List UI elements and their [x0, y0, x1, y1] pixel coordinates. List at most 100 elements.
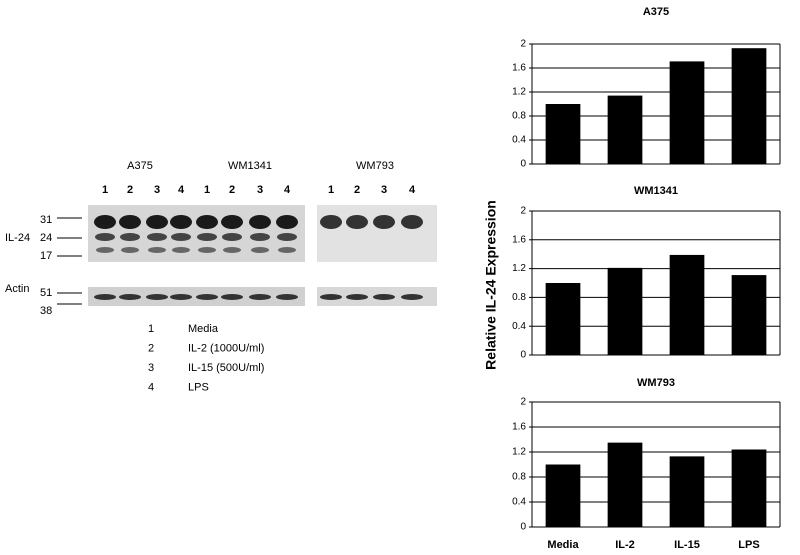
blot-panel	[317, 205, 437, 262]
lane-number: 2	[229, 184, 235, 196]
bar	[669, 61, 705, 164]
lane-number: 3	[154, 184, 160, 196]
band	[320, 294, 342, 300]
band	[119, 294, 141, 300]
bar	[545, 104, 581, 164]
y-tick-label: 0.4	[512, 135, 526, 146]
x-tick-label: IL-15	[674, 539, 700, 551]
legend-number: 4	[148, 381, 154, 393]
y-tick-label: 2	[520, 39, 526, 50]
marker-label: 17	[40, 250, 52, 262]
marker-label: 31	[40, 214, 52, 226]
y-tick-label: 0.4	[512, 497, 526, 508]
y-tick-label: 0.8	[512, 111, 526, 122]
x-tick-label: LPS	[738, 539, 759, 551]
lane-number: 3	[257, 184, 263, 196]
chart-title: A375	[643, 6, 669, 18]
band	[401, 215, 423, 229]
y-tick-label: 2	[520, 397, 526, 408]
band	[249, 215, 271, 229]
chart-title: WM1341	[634, 185, 678, 197]
band	[250, 233, 270, 241]
y-tick-label: 2	[520, 206, 526, 217]
x-tick-label: Media	[547, 539, 579, 551]
band	[276, 294, 298, 300]
lane-number: 2	[127, 184, 133, 196]
legend-label: IL-2 (1000U/ml)	[188, 342, 264, 354]
band	[251, 247, 269, 253]
band	[222, 233, 242, 241]
y-axis-label: Relative IL-24 Expression	[483, 200, 499, 370]
lane-number: 1	[204, 184, 210, 196]
bar	[545, 283, 581, 355]
band	[121, 247, 139, 253]
band	[276, 215, 298, 229]
y-tick-label: 0.8	[512, 472, 526, 483]
bar	[669, 456, 705, 527]
marker-label: 24	[40, 232, 52, 244]
band	[221, 215, 243, 229]
y-tick-label: 1.6	[512, 422, 526, 433]
band	[95, 233, 115, 241]
lane-number: 4	[409, 184, 416, 196]
band	[346, 215, 368, 229]
legend-number: 3	[148, 362, 154, 374]
blot-panel	[88, 205, 305, 262]
bar	[731, 48, 767, 165]
band	[94, 294, 116, 300]
bar	[545, 464, 581, 527]
band	[278, 247, 296, 253]
band	[119, 215, 141, 229]
band	[171, 233, 191, 241]
band	[373, 215, 395, 229]
band	[198, 247, 216, 253]
bar	[731, 275, 767, 355]
chart-title: WM793	[637, 377, 675, 389]
legend-label: IL-15 (500U/ml)	[188, 362, 264, 374]
marker-label: 38	[40, 305, 52, 317]
lane-number: 1	[328, 184, 334, 196]
band	[96, 247, 114, 253]
bar	[731, 449, 767, 527]
y-tick-label: 1.2	[512, 87, 526, 98]
band	[320, 215, 342, 229]
legend-number: 1	[148, 323, 154, 335]
band	[148, 247, 166, 253]
band	[196, 215, 218, 229]
western-blot: 31 24 17 51 38 IL-24 Actin A375 WM1341 W…	[5, 160, 437, 393]
band	[277, 233, 297, 241]
x-tick-label: IL-2	[615, 539, 635, 551]
band	[196, 294, 218, 300]
band	[249, 294, 271, 300]
lane-number: 1	[102, 184, 108, 196]
row-label: IL-24	[5, 232, 30, 244]
bar	[607, 95, 643, 164]
band	[146, 215, 168, 229]
legend-label: LPS	[188, 381, 209, 393]
bar	[607, 442, 643, 527]
y-tick-label: 0.8	[512, 292, 526, 303]
band	[94, 215, 116, 229]
legend-number: 2	[148, 342, 154, 354]
band	[170, 215, 192, 229]
y-tick-label: 0	[520, 350, 526, 361]
lane-number: 2	[354, 184, 360, 196]
band	[197, 233, 217, 241]
y-tick-label: 1.2	[512, 447, 526, 458]
y-tick-label: 0.4	[512, 321, 526, 332]
band	[373, 294, 395, 300]
band	[221, 294, 243, 300]
cell-line-label: A375	[127, 160, 153, 172]
lane-number: 4	[178, 184, 185, 196]
legend-label: Media	[188, 323, 219, 335]
cell-line-label: WM793	[356, 160, 394, 172]
band	[146, 294, 168, 300]
bar	[669, 254, 705, 355]
band	[172, 247, 190, 253]
bar	[607, 267, 643, 355]
cell-line-label: WM1341	[228, 160, 272, 172]
band	[120, 233, 140, 241]
marker-label: 51	[40, 287, 52, 299]
band	[346, 294, 368, 300]
y-tick-label: 0	[520, 522, 526, 533]
